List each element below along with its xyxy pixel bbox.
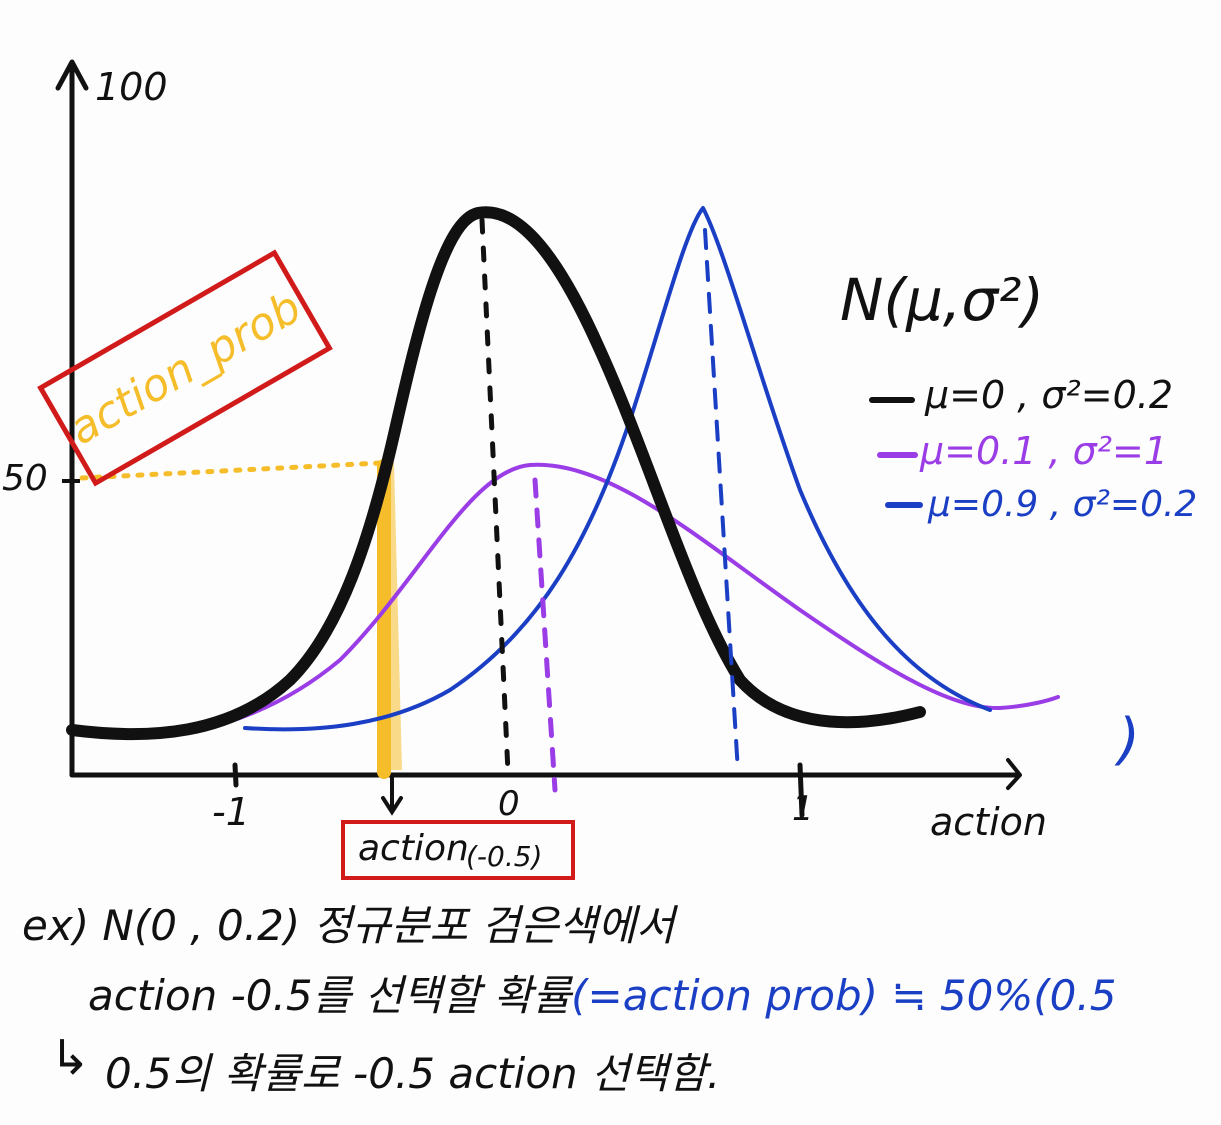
legend-closing-paren: ) xyxy=(1114,707,1140,772)
y-axis-top-label: 100 xyxy=(95,65,168,109)
note-line-2-blue: (=action prob) ≒ 50%(0.5 xyxy=(571,971,1117,1020)
note-line-3-arrow: ↳ xyxy=(50,1030,91,1086)
y-axis-mid-label: 50 xyxy=(2,458,48,499)
note-line-1: ex) N(0 , 0.2) 정규분포 검은색에서 xyxy=(22,901,675,950)
x-tick-plus1 xyxy=(797,762,805,818)
legend-title: N(μ,σ²) xyxy=(840,266,1044,334)
mean-line-purple xyxy=(532,477,558,793)
action-value-box: action (-0.5) xyxy=(341,820,575,880)
note-line-2: action -0.5를 선택할 확률(=action prob) ≒ 50%(… xyxy=(88,962,1116,1023)
legend-item-black: μ=0 , σ²=0.2 xyxy=(924,373,1173,417)
action-box-main: action xyxy=(358,828,469,869)
note-line-3: 0.5의 확률로 -0.5 action 선택함. xyxy=(105,1049,721,1098)
legend-item-blue: μ=0.9 , σ²=0.2 xyxy=(927,484,1197,525)
note-line-2-black: action -0.5를 선택할 확률 xyxy=(88,971,572,1020)
x-tick-label-minus1: -1 xyxy=(212,790,250,834)
action-down-arrowhead xyxy=(381,796,403,816)
x-axis-label: action xyxy=(930,800,1047,844)
legend-item-purple: μ=0.1 , σ²=1 xyxy=(919,429,1168,473)
mean-line-blue xyxy=(703,228,740,774)
x-tick-label-plus1: 1 xyxy=(792,789,814,829)
curve-blue xyxy=(243,206,992,732)
action-box-sub: (-0.5) xyxy=(466,840,542,873)
x-tick-label-zero: 0 xyxy=(498,784,520,824)
x-axis-arrowhead xyxy=(1006,758,1022,790)
mean-line-black xyxy=(479,217,511,775)
y-axis-arrowhead xyxy=(55,59,89,91)
action-prob-box: action_prob xyxy=(37,249,333,487)
curve-black xyxy=(66,206,926,741)
x-tick-minus1 xyxy=(232,762,239,788)
curve-purple xyxy=(70,462,1060,740)
